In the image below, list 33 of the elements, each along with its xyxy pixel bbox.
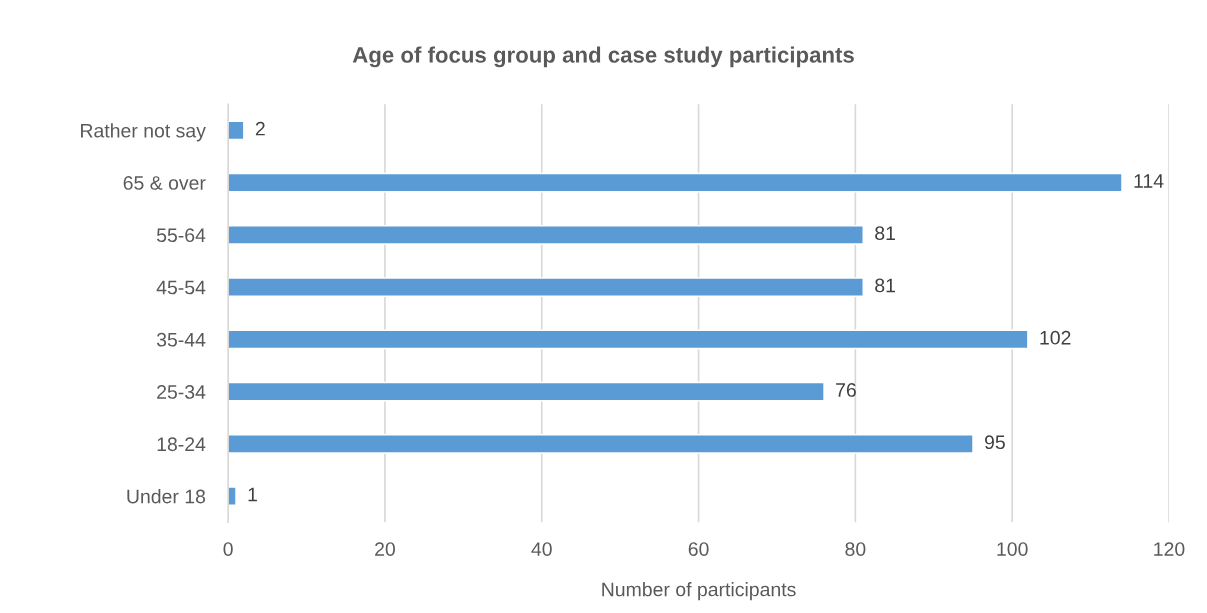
chart-title: Age of focus group and case study participants	[352, 46, 854, 68]
bar	[228, 381, 825, 402]
y-tick-label: 25-34	[157, 385, 206, 399]
data-label: 81	[875, 226, 895, 241]
bar	[228, 486, 237, 506]
bar	[228, 172, 1123, 193]
data-label: 2	[255, 121, 265, 136]
x-tick-label: 60	[688, 542, 709, 556]
x-tick-label: 120	[1154, 542, 1185, 556]
bar	[228, 329, 1029, 350]
data-label: 81	[875, 278, 895, 293]
data-label: 102	[1040, 330, 1071, 345]
x-tick-label: 40	[531, 542, 552, 556]
data-label: 114	[1134, 174, 1164, 188]
data-label: 1	[248, 487, 257, 502]
y-tick-label: 65 & over	[123, 176, 206, 190]
x-axis-title: Number of participants	[602, 582, 796, 601]
y-tick-label: Under 18	[127, 489, 206, 504]
bar	[228, 225, 864, 245]
bar	[228, 120, 245, 141]
bar	[228, 434, 974, 454]
x-tick-label: 100	[997, 542, 1028, 556]
bar	[228, 277, 864, 297]
y-tick-label: 45-54	[156, 280, 206, 295]
y-tick-label: Rather not say	[81, 123, 206, 142]
data-label: 95	[984, 435, 1005, 450]
x-tick-label: 0	[223, 542, 233, 556]
y-tick-label: 35-44	[156, 332, 206, 347]
y-tick-label: 55-64	[156, 228, 206, 243]
y-tick-label: 18-24	[157, 437, 206, 452]
x-tick-label: 20	[375, 542, 395, 556]
x-tick-label: 80	[845, 542, 866, 556]
data-label: 76	[836, 383, 856, 397]
